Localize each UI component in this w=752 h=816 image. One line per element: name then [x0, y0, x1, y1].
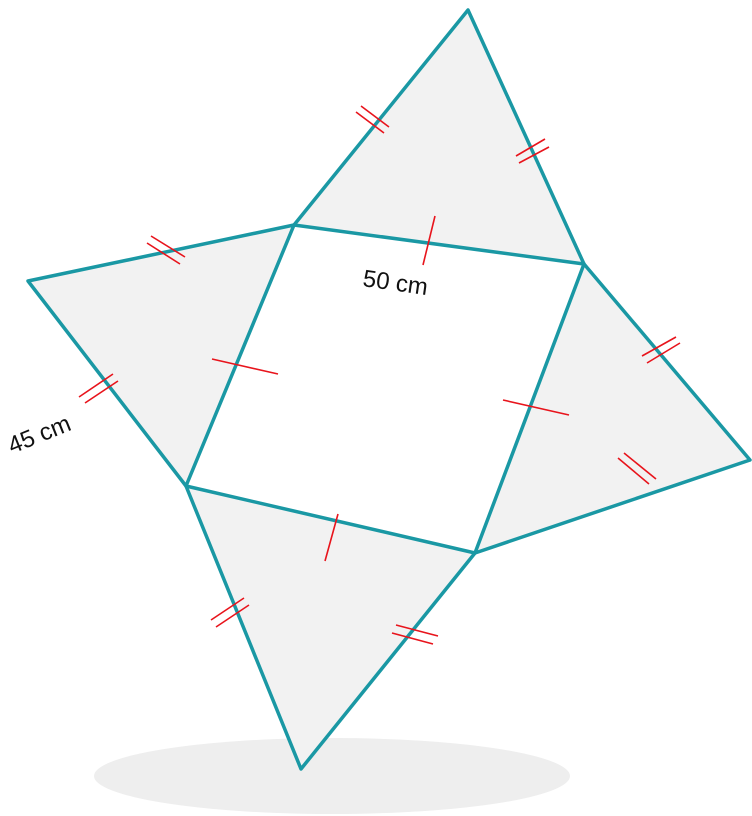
- single-tick-marks: [211, 215, 570, 562]
- double-tick-top-left: [355, 105, 390, 134]
- tick-mark-bottom-side: [324, 513, 339, 562]
- top-triangle-edges: [292, 8, 586, 265]
- double-tick-left-top: [146, 235, 186, 265]
- tick-mark-top-side: [422, 215, 436, 266]
- double-tick-right-bottom: [617, 452, 657, 485]
- double-tick-bottom-right: [391, 624, 439, 645]
- tick-mark-left-side: [211, 358, 279, 375]
- net-edges: [26, 8, 752, 771]
- square-base: [186, 225, 584, 553]
- top-triangle-face: [294, 10, 584, 264]
- triangle-side-label: 45 cm: [4, 410, 75, 460]
- double-tick-right-top: [641, 336, 681, 364]
- right-triangle-edges: [474, 262, 752, 555]
- triangle-faces: [28, 10, 750, 769]
- double-tick-left-bottom: [78, 373, 119, 404]
- double-tick-bottom-left: [210, 597, 250, 628]
- double-tick-top-right: [515, 138, 550, 164]
- left-triangle-edges: [26, 223, 295, 488]
- ground-shadow: [94, 738, 570, 814]
- bottom-triangle-edges: [184, 485, 477, 771]
- double-tick-marks: [78, 105, 681, 645]
- tick-mark-right-side: [502, 399, 570, 416]
- right-triangle-face: [475, 264, 750, 553]
- left-triangle-face: [28, 225, 294, 486]
- bottom-triangle-face: [186, 486, 475, 769]
